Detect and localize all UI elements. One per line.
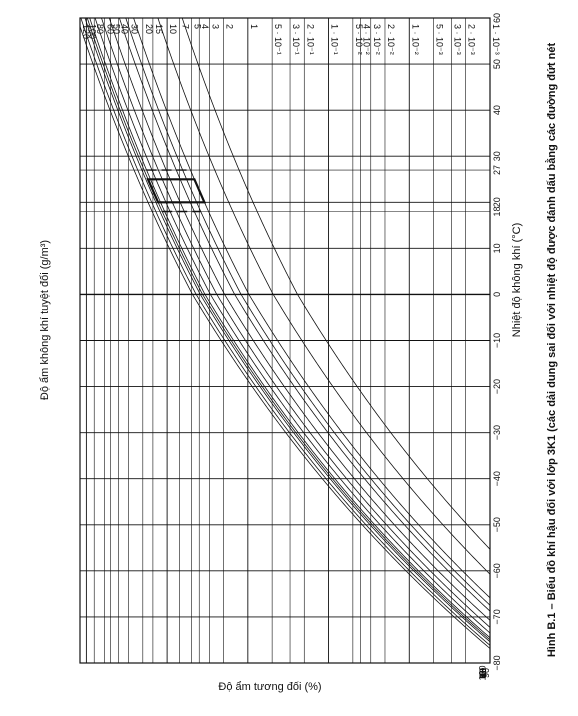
rh-curve (157, 18, 490, 575)
y-tick-label: 2 (225, 24, 235, 29)
x-tick-label: −60 (492, 563, 502, 578)
x-tick-label: −10 (492, 333, 502, 348)
rh-curve-label: 90 (481, 668, 491, 678)
y-axis-title: Độ ẩm không khí tuyệt đối (g/m³) (39, 240, 51, 400)
grid (80, 18, 490, 663)
y-tick-label: 50 (112, 24, 122, 34)
x-tick-label: −30 (492, 425, 502, 440)
x-tick-label: −50 (492, 517, 502, 532)
y-tick-label: 7 (181, 24, 191, 29)
y-tick-label: 5 · 10⁻² (354, 24, 364, 55)
rh-curve (125, 18, 490, 606)
x-tick-label: 60 (492, 13, 502, 23)
rh-curve (119, 18, 490, 612)
y-tick-label: 1 (249, 24, 259, 29)
x-tick-label: 18 (492, 206, 502, 216)
x-tick-label: 50 (492, 59, 502, 69)
rh-curve-label: 100 (477, 665, 487, 680)
y-tick-label: 1 · 10⁻¹ (330, 24, 340, 55)
rh-curve-label: 30 (478, 668, 488, 678)
rh-curve-label: 25 (478, 668, 488, 678)
figure-caption: Hình B.1 – Biểu đồ khí hậu đối với lớp 3… (545, 43, 558, 658)
y-tick-label: 3 · 10⁻² (372, 24, 382, 55)
y-tick-label: 5 · 10⁻¹ (273, 24, 283, 55)
y-tick-label: 3 (210, 24, 220, 29)
x-tick-label: −40 (492, 471, 502, 486)
rh-curve-label: 50 (478, 668, 488, 678)
rh-curve (94, 18, 490, 634)
rh-curve (133, 18, 490, 599)
y-tick-label: 40 (120, 24, 130, 34)
rh-curve-label: 40 (478, 668, 488, 678)
rh-axis-title: Độ ẩm tương đối (%) (218, 681, 321, 693)
rh-curve (80, 25, 490, 650)
y-tick-label: 1 · 10⁻³ (491, 24, 501, 55)
y-tick-label: 10 (168, 24, 178, 34)
rh-curve-label: 60 (478, 668, 488, 678)
climate-region (146, 169, 207, 213)
rh-curve-label: 80 (478, 668, 488, 678)
x-tick-label: −20 (492, 379, 502, 394)
rh-curve-label: 70 (478, 668, 488, 678)
climate-region-boundary (146, 178, 207, 204)
x-tick-label: −80 (492, 655, 502, 670)
y-tick-label: 80 (95, 24, 105, 34)
rh-curves (80, 18, 490, 650)
tick-labels: −80−70−60−50−40−30−20−100101820273040506… (81, 13, 502, 681)
y-tick-label: 2 · 10⁻¹ (305, 24, 315, 55)
x-tick-label: 40 (492, 105, 502, 115)
y-tick-label: 15 (154, 24, 164, 34)
y-tick-label: 4 · 10⁻² (362, 24, 372, 55)
rh-curve (89, 18, 490, 639)
rh-curve (86, 18, 490, 641)
rh-curve (80, 18, 490, 646)
x-tick-label: 27 (492, 165, 502, 175)
x-axis-title: Nhiệt độ không khí (°C) (511, 223, 523, 337)
y-tick-label: 1 · 10⁻² (410, 24, 420, 55)
rh-curve (101, 18, 490, 628)
x-tick-label: 10 (492, 243, 502, 253)
rh-curve-label: 75 (478, 668, 488, 678)
y-tick-label: 60 (105, 24, 115, 34)
y-tick-label: 5 · 10⁻³ (435, 24, 445, 55)
rh-curve-label: 5 (478, 670, 488, 675)
y-tick-label: 2 · 10⁻² (386, 24, 396, 55)
rh-curve (108, 18, 490, 621)
rh-curve (84, 18, 490, 643)
rh-curve-label: 10 (478, 668, 488, 678)
y-tick-label: 2 · 10⁻³ (467, 24, 477, 55)
y-tick-label: 20 (144, 24, 154, 34)
y-tick-label: 5 (192, 24, 202, 29)
y-tick-label: 3 · 10⁻³ (452, 24, 462, 55)
x-tick-label: 30 (492, 151, 502, 161)
rh-curve-label: 20 (478, 668, 488, 678)
y-tick-label: 3 · 10⁻¹ (291, 24, 301, 55)
x-tick-label: 0 (492, 292, 502, 297)
x-tick-label: −70 (492, 609, 502, 624)
y-tick-label: 4 (200, 24, 210, 29)
rh-curve (181, 18, 490, 550)
y-tick-label: 100 (87, 24, 97, 39)
y-tick-label: 30 (130, 24, 140, 34)
x-tick-label: 20 (492, 197, 502, 207)
y-tick-label: 120 (81, 24, 91, 39)
